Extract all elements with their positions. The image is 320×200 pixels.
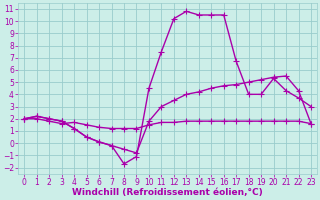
- X-axis label: Windchill (Refroidissement éolien,°C): Windchill (Refroidissement éolien,°C): [72, 188, 263, 197]
